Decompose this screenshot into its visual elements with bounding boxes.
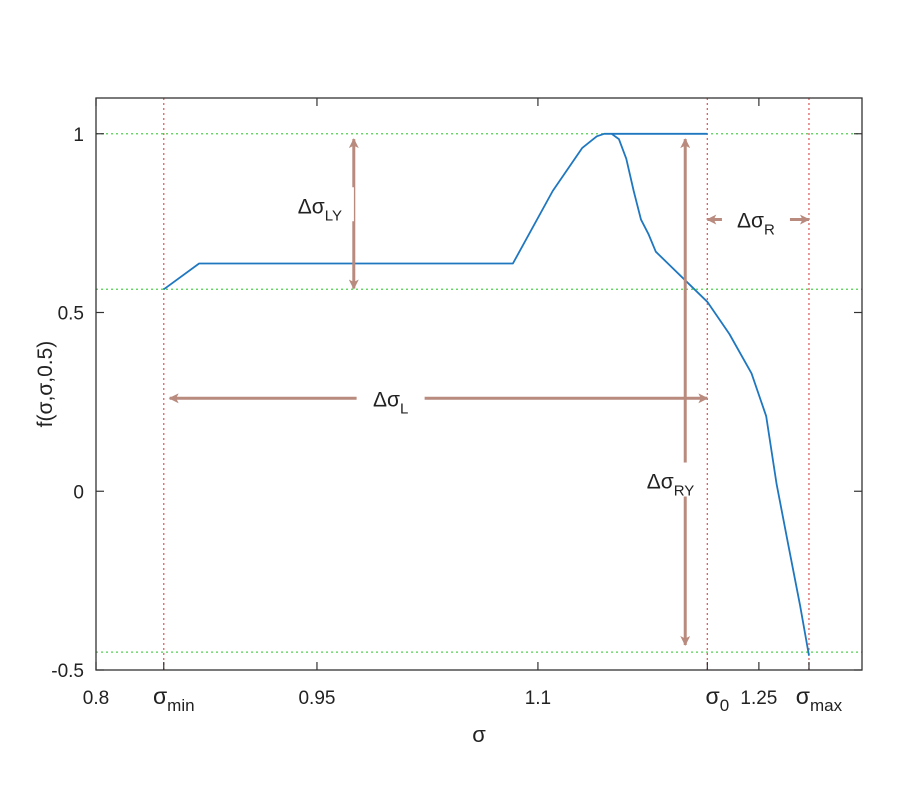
axes: 0.8 0.95 1.1 1.25 σmin σ0 σmax 1 0.5 0 -0.5 [51, 98, 862, 715]
annotation-label-R: ΔσR [737, 210, 775, 239]
x-axis-label: σ [472, 722, 486, 747]
annotation-label-bg [356, 380, 425, 415]
annotation-label-bg [285, 187, 354, 222]
y-tick-label: 0.5 [58, 304, 84, 325]
annotations: ΔσLY ΔσR ΔσL ΔσRY [168, 138, 810, 646]
curves [163, 132, 810, 656]
annotation-label-RY: ΔσRY [647, 471, 695, 500]
annotation-label-L: ΔσL [373, 388, 408, 417]
x-tick-label: 1.1 [525, 688, 551, 709]
x-tick-label: 0.8 [83, 688, 109, 709]
annotation-label-bg [721, 201, 790, 236]
annotation-label-LY: ΔσLY [298, 195, 342, 224]
y-tick-label: 0 [73, 482, 84, 503]
plot-area-frame [95, 97, 863, 671]
x-tick-label: 0.95 [298, 688, 335, 709]
x-tick-label-max: σmax [796, 683, 843, 715]
annotation-label-bg [636, 462, 705, 497]
series-line-1 [163, 132, 810, 656]
x-tick-label-0: σ0 [705, 683, 729, 715]
x-tick-label: 1.25 [740, 688, 777, 709]
x-tick-label-min: σmin [153, 683, 195, 715]
y-tick-label: 1 [73, 125, 84, 146]
y-axis-label: f(σ,σ,0.5) [34, 341, 57, 428]
y-tick-label: -0.5 [51, 661, 84, 682]
reference-lines [96, 98, 862, 670]
